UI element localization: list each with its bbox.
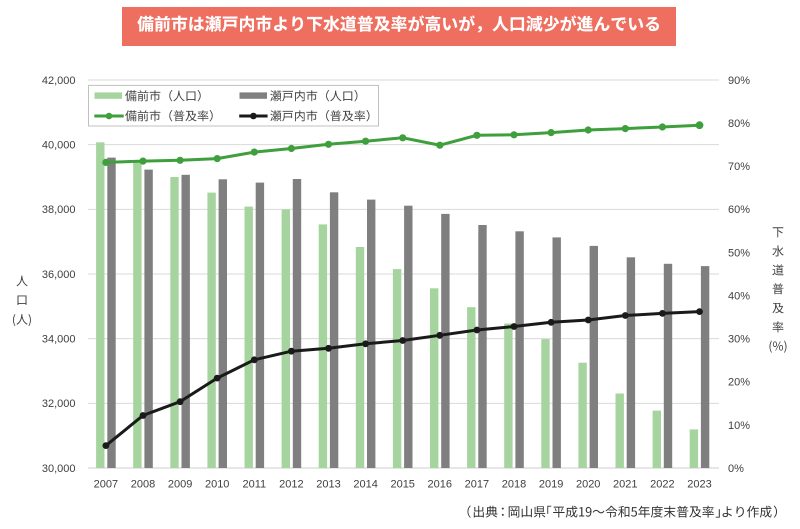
svg-text:2022: 2022 [650,479,674,491]
svg-text:70%: 70% [728,161,750,173]
svg-text:50%: 50% [728,247,750,259]
svg-text:2007: 2007 [94,479,118,491]
svg-text:2020: 2020 [576,479,600,491]
svg-text:30,000: 30,000 [42,463,76,475]
svg-text:36,000: 36,000 [42,269,76,281]
svg-text:32,000: 32,000 [42,398,76,410]
svg-text:2023: 2023 [687,479,711,491]
svg-text:2009: 2009 [168,479,192,491]
svg-text:20%: 20% [728,377,750,389]
svg-text:42,000: 42,000 [42,75,76,87]
svg-text:2018: 2018 [502,479,526,491]
svg-text:2014: 2014 [353,479,377,491]
svg-text:90%: 90% [728,75,750,87]
svg-text:40%: 40% [728,291,750,303]
svg-text:2008: 2008 [131,479,155,491]
svg-text:2011: 2011 [242,479,266,491]
svg-text:40,000: 40,000 [42,140,76,152]
svg-text:34,000: 34,000 [42,334,76,346]
svg-text:80%: 80% [728,118,750,130]
svg-text:10%: 10% [728,420,750,432]
svg-text:38,000: 38,000 [42,204,76,216]
svg-text:2019: 2019 [539,479,563,491]
svg-text:30%: 30% [728,334,750,346]
svg-text:2010: 2010 [205,479,229,491]
svg-text:2017: 2017 [465,479,489,491]
svg-text:0%: 0% [728,463,744,475]
svg-text:2012: 2012 [279,479,303,491]
svg-text:2015: 2015 [390,479,414,491]
svg-text:2021: 2021 [613,479,637,491]
svg-text:2013: 2013 [316,479,340,491]
svg-text:60%: 60% [728,204,750,216]
svg-text:2016: 2016 [428,479,452,491]
